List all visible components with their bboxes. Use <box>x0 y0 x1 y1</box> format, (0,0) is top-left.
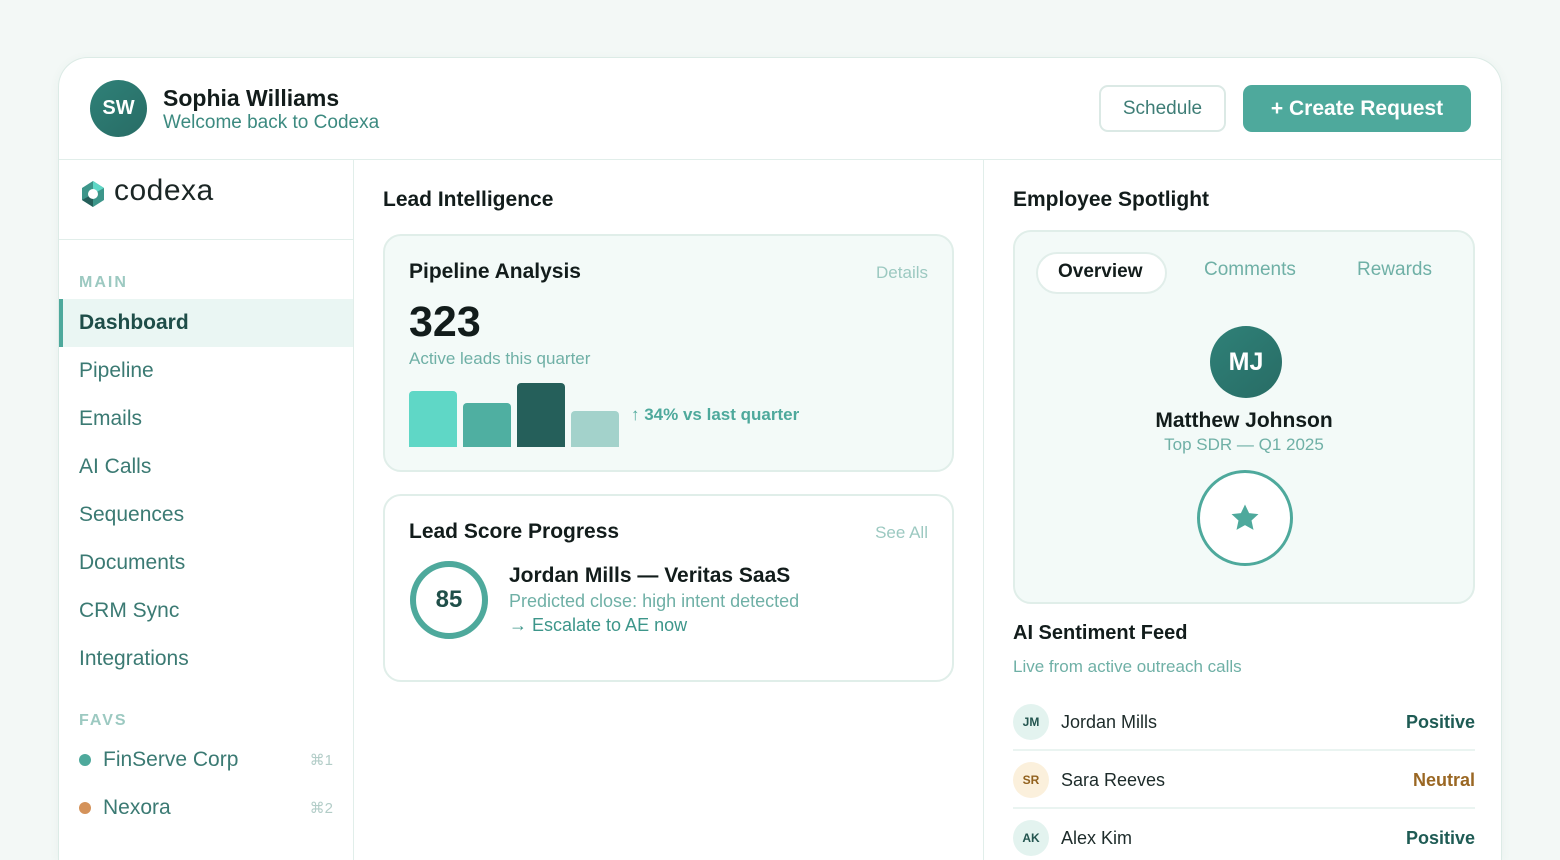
spotlight-role: Top SDR — Q1 2025 <box>1164 435 1324 454</box>
row-name: Alex Kim <box>1061 828 1133 848</box>
create-request-button[interactable]: + Create Request <box>1243 85 1471 132</box>
user-name: Sophia Williams <box>163 85 340 111</box>
favs-section-label: FAVS <box>79 712 128 729</box>
fav-color-dot <box>79 754 91 766</box>
right-panel: Employee Spotlight Overview Comments Rew… <box>984 160 1501 860</box>
pipeline-bar <box>517 383 565 447</box>
lead-intelligence-title: Lead Intelligence <box>383 188 554 211</box>
fav-label: FinServe Corp <box>103 748 239 771</box>
sidebar-item-sequences[interactable]: Sequences <box>79 503 185 526</box>
pipeline-bar <box>409 391 457 447</box>
sidebar: codexa MAIN Dashboard Pipeline Emails AI… <box>59 160 354 860</box>
welcome-text: Welcome back to Codexa <box>163 112 380 133</box>
sidebar-item-documents[interactable]: Documents <box>79 551 186 574</box>
sentiment-row[interactable]: JM Jordan Mills Positive <box>1013 693 1475 751</box>
fav-shortcut: ⌘1 <box>309 752 333 769</box>
sidebar-item-dashboard[interactable]: Dashboard <box>59 299 353 347</box>
lead-name[interactable]: Jordan Mills — Veritas SaaS <box>509 564 791 587</box>
fav-item-nexora[interactable]: Nexora ⌘2 <box>59 788 353 828</box>
spotlight-card: Overview Comments Rewards MJ Matthew Joh… <box>1013 230 1475 604</box>
trend-indicator: ↑ 34% vs last quarter <box>631 405 800 424</box>
lead-intelligence-panel: Lead Intelligence Pipeline Analysis Deta… <box>354 160 984 860</box>
sidebar-item-integrations[interactable]: Integrations <box>79 647 189 670</box>
pipeline-bar <box>571 411 619 447</box>
pipeline-card-title: Pipeline Analysis <box>409 260 581 283</box>
codexa-logo-icon <box>82 181 104 207</box>
row-name: Sara Reeves <box>1061 770 1166 790</box>
employee-spotlight-title: Employee Spotlight <box>1013 188 1210 211</box>
fav-shortcut: ⌘2 <box>309 800 333 817</box>
award-badge[interactable] <box>1197 470 1293 566</box>
brand: codexa <box>59 160 353 240</box>
fav-item-finserve[interactable]: FinServe Corp ⌘1 <box>59 740 353 780</box>
details-link[interactable]: Details <box>876 263 928 282</box>
main-section-label: MAIN <box>79 274 128 291</box>
score-ring <box>410 561 488 639</box>
lead-score-value: 85 <box>435 586 463 613</box>
sentiment-row[interactable]: AK Alex Kim Positive <box>1013 809 1475 860</box>
tab-overview[interactable] <box>1036 252 1167 294</box>
star-icon <box>1231 504 1259 530</box>
pipeline-bar <box>463 403 511 447</box>
sentiment-feed-title: AI Sentiment Feed <box>1013 622 1188 644</box>
row-sentiment-status: Positive <box>1405 712 1475 732</box>
lead-prediction: Predicted close: high intent detected <box>509 591 800 611</box>
sentiment-row[interactable]: SR Sara Reeves Neutral <box>1013 751 1475 809</box>
tab-overview-label[interactable]: Overview <box>1058 261 1143 282</box>
lead-score-title: Lead Score Progress <box>409 520 620 543</box>
user-avatar[interactable]: SW <box>90 80 147 137</box>
active-leads-count: 323 <box>409 298 481 346</box>
sidebar-item-pipeline[interactable]: Pipeline <box>79 359 154 382</box>
row-name: Jordan Mills <box>1061 712 1158 732</box>
row-avatar: JM <box>1013 704 1049 740</box>
brand-name[interactable]: codexa <box>114 174 214 207</box>
top-header: SW Sophia Williams Welcome back to Codex… <box>59 58 1501 160</box>
fav-color-dot <box>79 802 91 814</box>
row-avatar: SR <box>1013 762 1049 798</box>
sentiment-feed-subtitle: Live from active outreach calls <box>1013 657 1242 676</box>
fav-label: Nexora <box>103 796 171 819</box>
sidebar-item-crm-sync[interactable]: CRM Sync <box>79 599 180 622</box>
tab-rewards[interactable]: Rewards <box>1357 259 1432 280</box>
row-sentiment-status: Neutral <box>1412 770 1475 790</box>
sidebar-item-ai-calls[interactable]: AI Calls <box>79 455 152 478</box>
see-all-link[interactable]: See All <box>875 523 928 542</box>
row-avatar: AK <box>1013 820 1049 856</box>
tab-comments[interactable]: Comments <box>1204 259 1296 280</box>
active-leads-caption: Active leads this quarter <box>409 349 591 368</box>
pipeline-analysis-card: Pipeline Analysis Details 323 Active lea… <box>383 234 954 472</box>
sidebar-item-emails[interactable]: Emails <box>79 407 143 430</box>
app-window: SW Sophia Williams Welcome back to Codex… <box>58 57 1502 860</box>
escalate-link[interactable]: → Escalate to AE now <box>509 615 688 635</box>
row-sentiment-status: Positive <box>1405 828 1475 848</box>
lead-score-card: Lead Score Progress See All 85 Jordan Mi… <box>383 494 954 682</box>
spotlight-avatar[interactable]: MJ <box>1210 326 1282 398</box>
schedule-button[interactable]: Schedule <box>1099 85 1226 132</box>
spotlight-name: Matthew Johnson <box>1155 409 1333 432</box>
